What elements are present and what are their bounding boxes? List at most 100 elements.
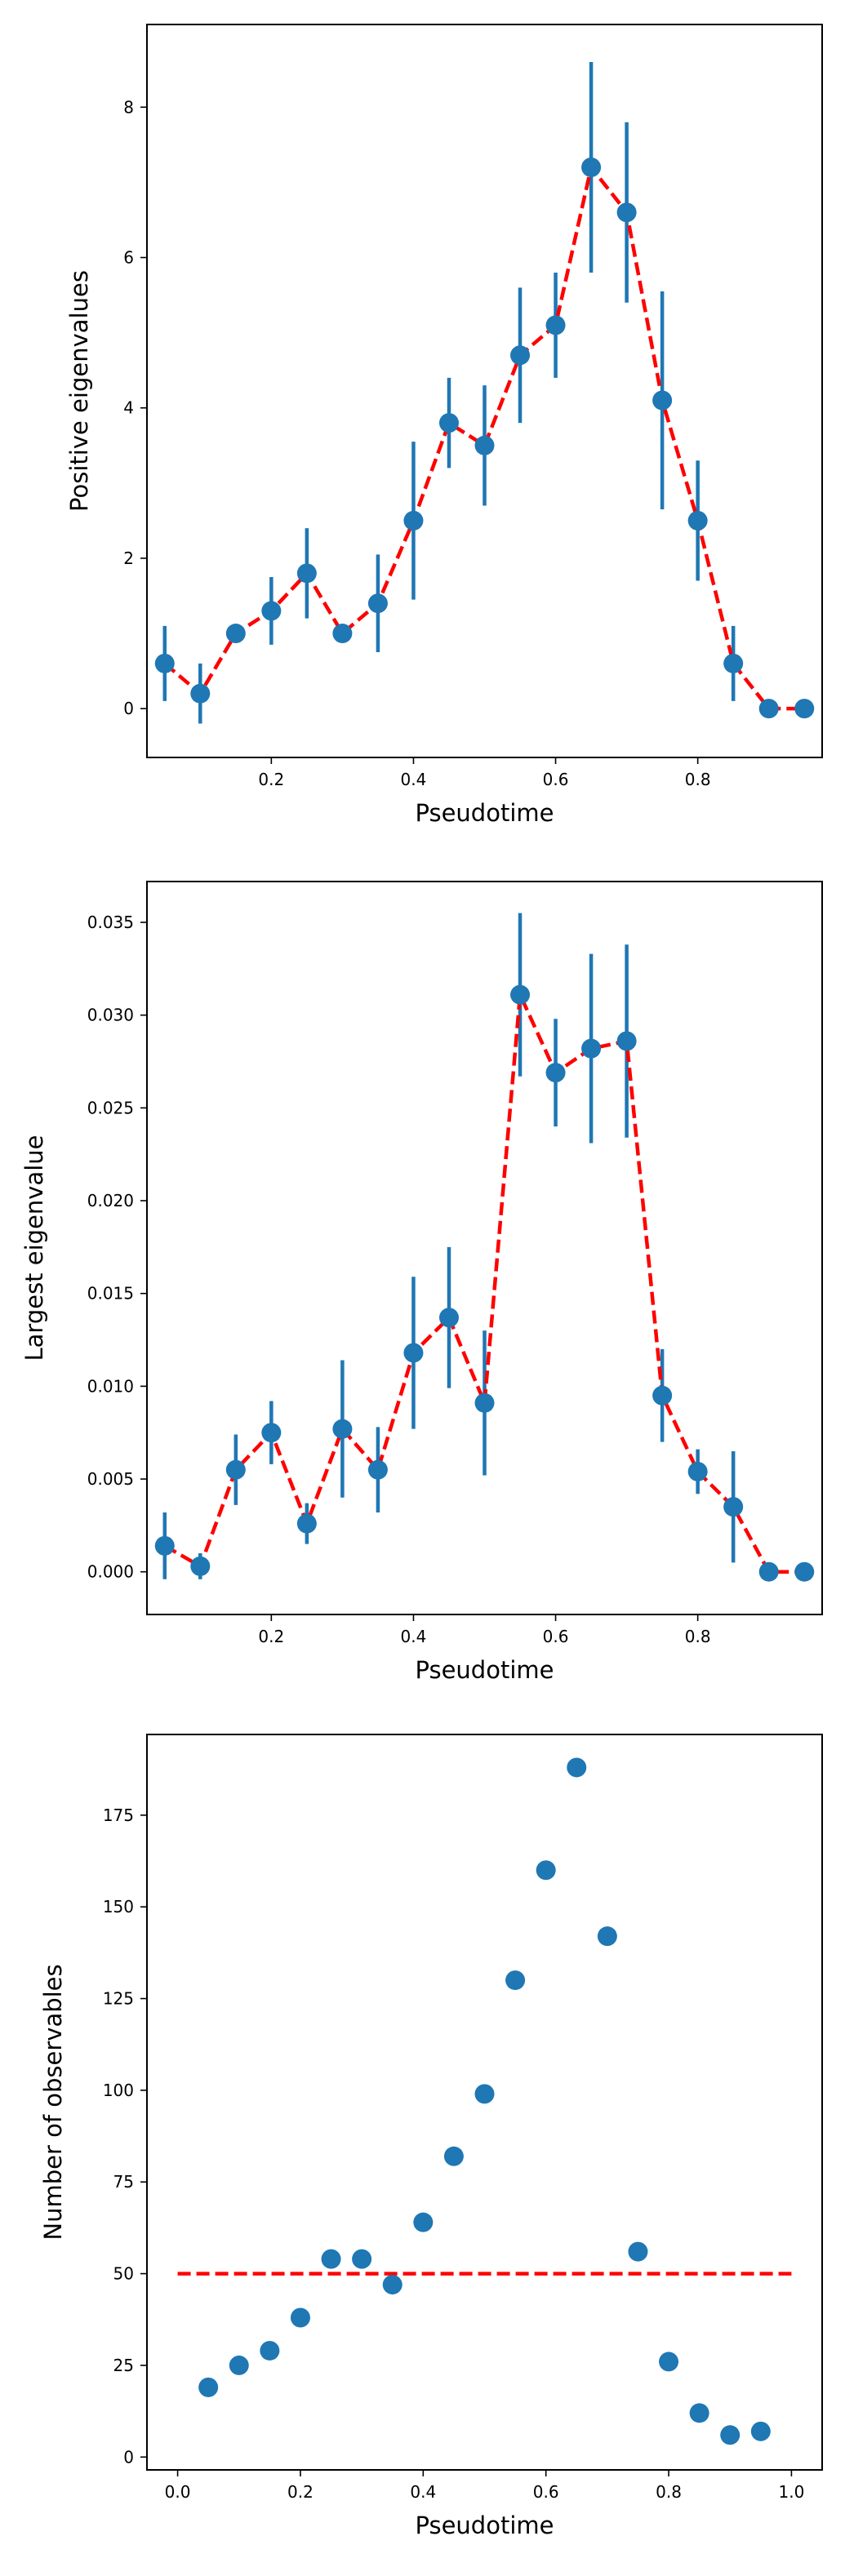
data-point xyxy=(545,315,566,335)
data-point xyxy=(413,2212,434,2232)
y-tick-label: 150 xyxy=(103,1897,134,1916)
data-point xyxy=(332,1419,353,1439)
data-point xyxy=(474,435,495,455)
axes-frame xyxy=(146,1734,823,2471)
y-axis-label: Positive eigenvalues xyxy=(65,270,93,512)
y-tick-label: 0 xyxy=(123,699,134,718)
data-point xyxy=(438,413,459,433)
x-tick-label: 0.6 xyxy=(543,770,569,789)
x-tick-label: 0.2 xyxy=(258,1627,284,1646)
data-point xyxy=(723,653,744,673)
data-point xyxy=(296,563,317,584)
axes-frame xyxy=(146,24,823,758)
dashed-trend-line xyxy=(163,993,805,1574)
data-point xyxy=(794,1561,815,1582)
x-tick-label: 0.4 xyxy=(410,2482,436,2502)
data-point xyxy=(367,593,388,614)
data-point xyxy=(758,1561,779,1582)
data-point xyxy=(352,2249,372,2269)
x-axis-label: Pseudotime xyxy=(416,799,554,827)
x-tick-label: 0.6 xyxy=(543,1627,569,1646)
data-point xyxy=(616,202,637,223)
data-point xyxy=(154,653,175,673)
data-point xyxy=(510,984,531,1005)
data-point xyxy=(474,2084,495,2104)
data-point xyxy=(261,1423,282,1443)
y-tick-label: 0.015 xyxy=(87,1284,134,1304)
data-point xyxy=(382,2275,402,2295)
y-tick-label: 0.020 xyxy=(87,1191,134,1210)
y-tick-label: 8 xyxy=(123,97,134,117)
y-axis-label: Number of observables xyxy=(39,1964,67,2240)
data-point xyxy=(794,699,815,719)
data-point xyxy=(689,2403,709,2423)
x-tick-label: 0.6 xyxy=(533,2482,559,2502)
data-point xyxy=(261,601,282,621)
y-tick-label: 6 xyxy=(123,248,134,268)
y-tick-label: 0.005 xyxy=(87,1469,134,1489)
y-tick-label: 75 xyxy=(113,2172,134,2192)
x-tick-label: 0.2 xyxy=(258,770,284,789)
x-tick-label: 0.8 xyxy=(656,2482,682,2502)
y-tick-label: 0.010 xyxy=(87,1376,134,1396)
y-tick-label: 100 xyxy=(103,2081,134,2100)
x-tick-label: 1.0 xyxy=(779,2482,805,2502)
data-point xyxy=(332,624,353,644)
data-point xyxy=(545,1063,566,1083)
chart-panel-3: 0.0 0.2 0.4 0.6 0.8 1.0 0 25 50 75 100 125 150 175 Pse… xyxy=(39,1734,823,2539)
x-tick-label: 0.4 xyxy=(401,770,427,789)
data-point xyxy=(154,1535,175,1556)
data-point xyxy=(581,1038,602,1059)
y-tick-label: 0.035 xyxy=(87,913,134,932)
data-point xyxy=(536,1860,556,1881)
data-point xyxy=(652,1385,673,1406)
data-point xyxy=(403,1343,424,1363)
data-point xyxy=(581,157,602,177)
data-point xyxy=(510,345,531,366)
x-tick-label: 0.8 xyxy=(685,1627,711,1646)
y-tick-label: 0.025 xyxy=(87,1098,134,1117)
data-point xyxy=(758,699,779,719)
data-point xyxy=(296,1513,317,1534)
y-tick-label: 0 xyxy=(123,2447,134,2467)
data-point xyxy=(723,1497,744,1517)
data-point xyxy=(505,1970,526,1991)
x-tick-label: 0.8 xyxy=(685,770,711,789)
x-tick-label: 0.2 xyxy=(287,2482,314,2502)
data-point xyxy=(229,2355,249,2375)
data-point xyxy=(687,510,708,531)
y-axis-label: Largest eigenvalue xyxy=(20,1135,48,1361)
data-point xyxy=(260,2340,280,2361)
data-point xyxy=(321,2249,341,2269)
data-point xyxy=(190,683,211,704)
y-tick-label: 2 xyxy=(123,549,134,568)
y-tick-label: 25 xyxy=(113,2356,134,2375)
data-point xyxy=(198,2377,219,2397)
data-point xyxy=(659,2352,679,2372)
axes-frame xyxy=(146,881,823,1615)
y-tick-label: 125 xyxy=(103,1989,134,2009)
data-point xyxy=(616,1031,637,1051)
data-point xyxy=(443,2146,464,2166)
data-point xyxy=(567,1757,587,1778)
chart-panel-2: 0.2 0.4 0.6 0.8 0.000 0.005 0.010 0.015 0.020 0.0… xyxy=(20,881,823,1684)
y-tick-label: 50 xyxy=(113,2264,134,2284)
y-tick-label: 175 xyxy=(103,1805,134,1825)
data-point xyxy=(750,2421,771,2441)
data-point xyxy=(225,1459,246,1480)
x-tick-label: 0.0 xyxy=(165,2482,191,2502)
data-point xyxy=(628,2241,648,2262)
data-point xyxy=(367,1459,388,1480)
data-point xyxy=(438,1308,459,1328)
x-axis-label: Pseudotime xyxy=(416,2512,554,2539)
data-point xyxy=(403,510,424,531)
x-tick-label: 0.4 xyxy=(401,1627,427,1646)
x-axis-label: Pseudotime xyxy=(416,1656,554,1684)
data-point xyxy=(597,1926,617,1947)
data-point xyxy=(687,1461,708,1481)
y-tick-label: 0.030 xyxy=(87,1006,134,1025)
y-tick-label: 4 xyxy=(123,398,134,418)
chart-panel-1: 0.2 0.4 0.6 0.8 0 2 4 6 8 Pseudotime Positive eige… xyxy=(65,24,823,827)
data-point xyxy=(290,2307,310,2328)
